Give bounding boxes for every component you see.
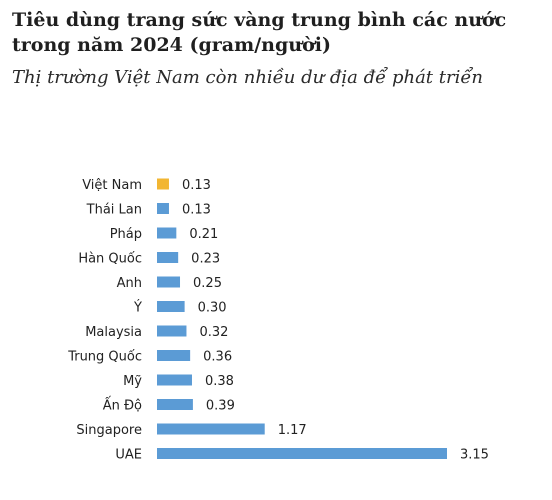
bar <box>157 399 193 410</box>
data-label: 0.21 <box>189 227 218 242</box>
chart-subtitle: Thị trường Việt Nam còn nhiều dư địa để … <box>12 67 484 88</box>
bar <box>157 448 447 459</box>
data-label: 3.15 <box>460 448 489 463</box>
category-label: UAE <box>115 448 142 463</box>
bar <box>157 178 169 190</box>
category-label: Ý <box>133 300 142 316</box>
bar <box>157 374 192 386</box>
data-label: 0.39 <box>206 399 235 414</box>
data-label: 0.38 <box>205 374 234 389</box>
data-label: 0.25 <box>193 276 222 291</box>
data-label: 0.30 <box>198 301 227 316</box>
data-label: 1.17 <box>278 423 307 438</box>
data-label: 0.13 <box>182 203 211 218</box>
category-label: Việt Nam <box>82 178 142 193</box>
chart-title: Tiêu dùng trang sức vàng trung bình các … <box>12 9 507 56</box>
data-label: 0.13 <box>182 178 211 193</box>
category-label: Singapore <box>76 423 142 438</box>
category-label: Thái Lan <box>86 203 142 218</box>
bar <box>157 325 187 337</box>
data-label: 0.32 <box>199 325 228 340</box>
bar <box>157 423 265 435</box>
bar <box>157 227 177 239</box>
bar <box>157 350 191 361</box>
bar <box>157 276 181 288</box>
category-label: Hàn Quốc <box>78 252 142 267</box>
bar <box>157 252 179 263</box>
category-label: Mỹ <box>123 374 142 389</box>
data-label: 0.36 <box>203 350 232 365</box>
category-label: Pháp <box>110 227 142 242</box>
category-label: Anh <box>117 276 142 291</box>
data-label: 0.23 <box>191 252 220 267</box>
bar <box>157 203 169 214</box>
bar <box>157 301 185 312</box>
category-label: Trung Quốc <box>67 350 142 365</box>
category-label: Ấn Độ <box>103 397 142 414</box>
category-label: Malaysia <box>85 325 142 340</box>
